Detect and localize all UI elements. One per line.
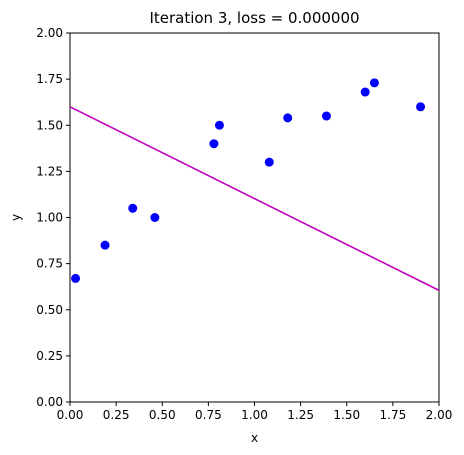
x-tick-label: 0.00 (57, 408, 84, 422)
data-point (150, 213, 160, 222)
x-tick-label: 1.25 (287, 408, 314, 422)
x-tick-label: 0.75 (195, 408, 222, 422)
y-tick-label: 1.00 (36, 211, 63, 225)
x-tick-label: 0.25 (103, 408, 130, 422)
x-axis-label: x (251, 431, 258, 445)
data-point (321, 111, 331, 121)
data-point (214, 120, 224, 130)
y-tick-label: 1.50 (36, 118, 63, 132)
y-axis-ticks: 0.00 0.25 0.50 0.75 1.00 1.25 1.50 1.75 2.00 (36, 26, 70, 409)
data-point (369, 78, 379, 88)
data-point (264, 157, 274, 167)
x-tick-label: 0.50 (149, 408, 176, 422)
fit-line (69, 106, 440, 292)
x-axis-ticks: 0.00 0.25 0.50 0.75 1.00 1.25 1.50 1.75 2.00 (57, 402, 453, 422)
y-tick-label: 1.75 (36, 72, 63, 86)
x-tick-label: 1.50 (333, 408, 360, 422)
data-point (128, 203, 138, 213)
y-tick-label: 0.00 (36, 395, 63, 409)
y-tick-label: 0.75 (36, 257, 63, 271)
y-tick-label: 0.25 (36, 349, 63, 363)
data-point (209, 139, 219, 149)
x-tick-label: 2.00 (426, 408, 453, 422)
x-tick-label: 1.00 (241, 408, 268, 422)
data-points-layer (71, 78, 426, 283)
y-tick-label: 0.50 (36, 303, 63, 317)
data-point (71, 273, 81, 283)
data-point (360, 87, 370, 97)
data-point (416, 102, 426, 112)
y-tick-label: 2.00 (36, 26, 63, 40)
chart-title: Iteration 3, loss = 0.000000 (149, 9, 359, 27)
y-tick-label: 1.25 (36, 164, 63, 178)
y-axis-label: y (9, 214, 23, 221)
data-point (283, 113, 293, 123)
fit-line-layer (69, 106, 440, 292)
plot-frame (69, 32, 440, 403)
data-point (100, 240, 110, 250)
x-tick-label: 1.75 (380, 408, 407, 422)
